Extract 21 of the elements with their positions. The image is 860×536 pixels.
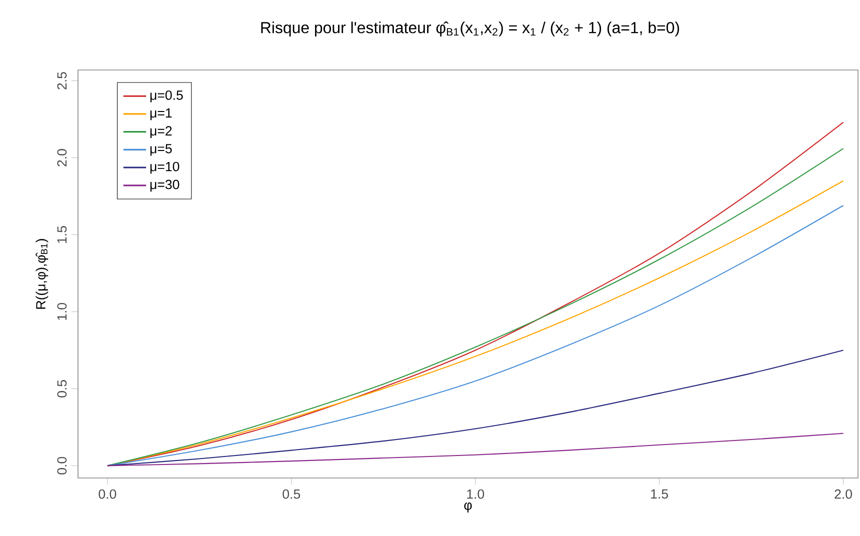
y-tick-label: 1.0 [57, 303, 67, 320]
y-tick-label: 0.0 [57, 456, 67, 474]
legend-label: μ=5 [150, 144, 172, 156]
legend-label: μ=10 [150, 162, 180, 174]
x-axis-title: φ [464, 502, 472, 512]
x-tick-label: 0.0 [98, 489, 116, 499]
x-tick-label: 2.0 [834, 489, 852, 499]
x-tick-label: 1.5 [651, 489, 668, 499]
chart-title: Risque pour l'estimateur φ̂$_{B1}$(x$_{1}$,x$_{2}$) = x$_{1}$ / (x$_{2}$ + 1) (a=1, b=0) [261, 22, 680, 36]
legend-label: μ=2 [150, 126, 172, 138]
line-series [106, 432, 844, 466]
legend-label: μ=0.5 [150, 90, 183, 102]
y-tick-label: 1.5 [57, 226, 67, 243]
y-tick-label: 0.5 [57, 380, 67, 398]
y-tick-label: 2.5 [57, 72, 67, 90]
y-tick-label: 2.0 [57, 149, 67, 166]
legend-label: μ=1 [150, 108, 172, 120]
y-axis-title: R((μ,φ),φ̂$_{B1}$) [36, 239, 48, 309]
legend-label: μ=30 [150, 180, 180, 192]
x-tick-label: 0.5 [282, 489, 300, 499]
x-tick-label: 1.0 [467, 489, 484, 499]
